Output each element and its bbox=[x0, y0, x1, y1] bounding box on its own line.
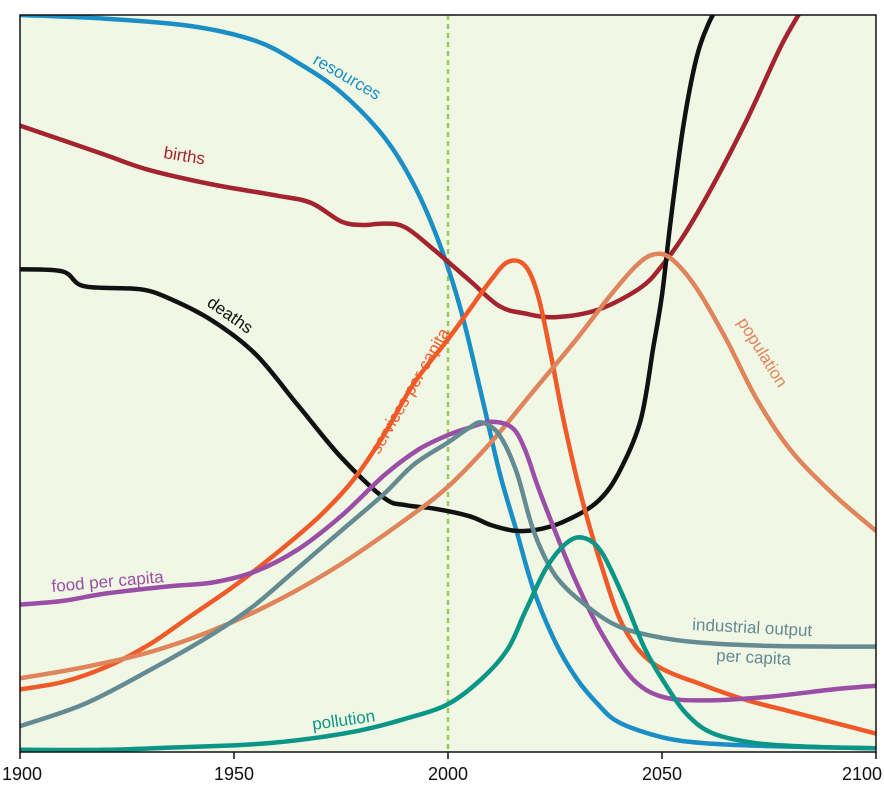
label-industrial-output-line2: per capita bbox=[716, 646, 792, 669]
series-line-industrial-output-per-capita bbox=[20, 420, 876, 729]
x-tick-label: 1900 bbox=[2, 764, 42, 784]
series-line-services-per-capita bbox=[20, 258, 876, 736]
x-tick-label: 2000 bbox=[428, 764, 468, 784]
x-tick-label: 2050 bbox=[642, 764, 682, 784]
series-line-deaths bbox=[20, 15, 716, 534]
x-tick-label: 2100 bbox=[842, 764, 882, 784]
x-tick-label: 1950 bbox=[214, 764, 254, 784]
series-line-food-per-capita bbox=[20, 419, 876, 703]
series-line-pollution bbox=[20, 535, 876, 752]
series-line-resources bbox=[20, 15, 876, 751]
series-line-births bbox=[20, 15, 802, 320]
